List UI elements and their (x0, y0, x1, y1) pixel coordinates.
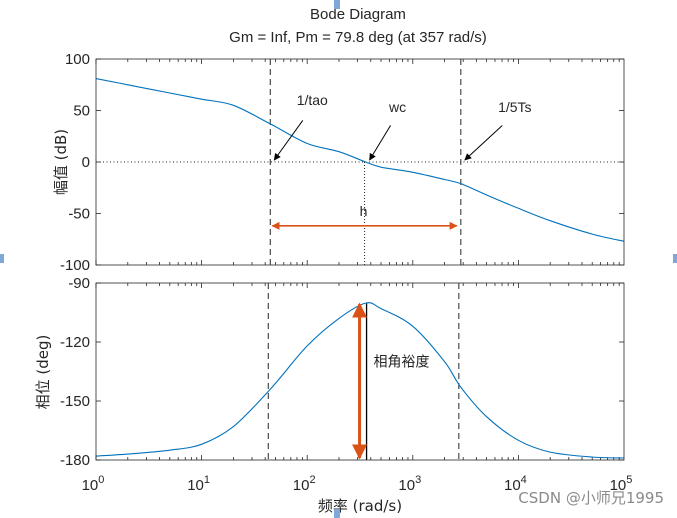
magnitude-y-tick-label: 0 (82, 154, 90, 171)
magnitude-curve (95, 78, 625, 242)
chart-subtitle: Gm = Inf, Pm = 79.8 deg (at 357 rad/s) (229, 29, 487, 46)
x-tick-label-base: 10 (187, 477, 204, 494)
x-tick-label: 101 (187, 474, 210, 494)
annotation-arrow (273, 120, 304, 161)
magnitude-y-tick-label: 100 (65, 51, 90, 68)
h-label: h (360, 203, 368, 219)
resize-handle-bottom[interactable] (334, 509, 340, 518)
x-tick-label: 103 (398, 474, 421, 494)
x-tick-label-base: 10 (82, 477, 99, 494)
chart-title: Bode Diagram (310, 6, 406, 23)
x-tick-label-exponent: 3 (415, 474, 421, 486)
x-tick-label: 104 (504, 474, 527, 494)
phase-y-tick-label: -150 (60, 393, 90, 410)
x-tick-label-base: 10 (398, 477, 415, 494)
annotation-label: wc (388, 99, 406, 115)
annotation-label: 1/5Ts (498, 99, 531, 115)
phase-y-tick-label: -120 (60, 334, 90, 351)
x-tick-label-exponent: 1 (204, 474, 210, 486)
magnitude-ylabel: 幅值 (dB) (52, 129, 70, 195)
magnitude-vertical-lines (269, 59, 462, 265)
x-tick-label-exponent: 5 (626, 474, 632, 486)
phase-y-tick-label: -90 (68, 275, 90, 292)
resize-handle-top[interactable] (334, 0, 340, 9)
phase-axes-box (95, 282, 625, 461)
phase-margin-label: 相角裕度 (374, 355, 430, 371)
magnitude-axes-box (95, 58, 625, 266)
magnitude-y-tick-label: 50 (73, 103, 90, 120)
x-tick-labels: 100 101 102 103 104 105 (82, 474, 633, 494)
magnitude-annotations: 1/tao wc 1/5Ts h (271, 92, 532, 230)
x-tick-label: 105 (610, 474, 633, 494)
magnitude-y-tick-labels: 100 50 0 -50 -100 (60, 51, 90, 274)
annotation-label: 1/tao (297, 92, 328, 108)
magnitude-axes: 1/tao wc 1/5Ts h 100 50 0 -50 -100 幅值 (dB) (52, 51, 625, 274)
resize-handle-left[interactable] (0, 254, 4, 263)
x-tick-label-base: 10 (504, 477, 521, 494)
phase-annotations: 相角裕度 (352, 302, 430, 460)
x-tick-label-exponent: 0 (98, 474, 104, 486)
watermark: CSDN @小师兄1995 (518, 489, 664, 507)
x-tick-label: 102 (293, 474, 316, 494)
x-tick-label-exponent: 4 (521, 474, 527, 486)
resize-handle-right[interactable] (673, 254, 677, 263)
annotation-arrow (369, 125, 391, 161)
annotation-arrow (464, 125, 503, 161)
x-axis-label: 频率 (rad/s) (318, 497, 402, 515)
magnitude-y-tick-label: -50 (68, 206, 90, 223)
x-tick-label-exponent: 2 (309, 474, 315, 486)
x-tick-label-base: 10 (610, 477, 627, 494)
phase-y-tick-label: -180 (60, 452, 90, 469)
x-tick-label-base: 10 (293, 477, 310, 494)
phase-axes: 相角裕度 -90-120-150-180 100 101 102 103 104 105 … (34, 275, 632, 494)
phase-curve (95, 302, 625, 459)
phase-ylabel: 相位 (deg) (34, 335, 52, 410)
magnitude-y-tick-label: -100 (60, 257, 90, 274)
x-tick-label: 100 (82, 474, 105, 494)
phase-y-tick-labels: -90 -120 -150 -180 (60, 275, 90, 469)
